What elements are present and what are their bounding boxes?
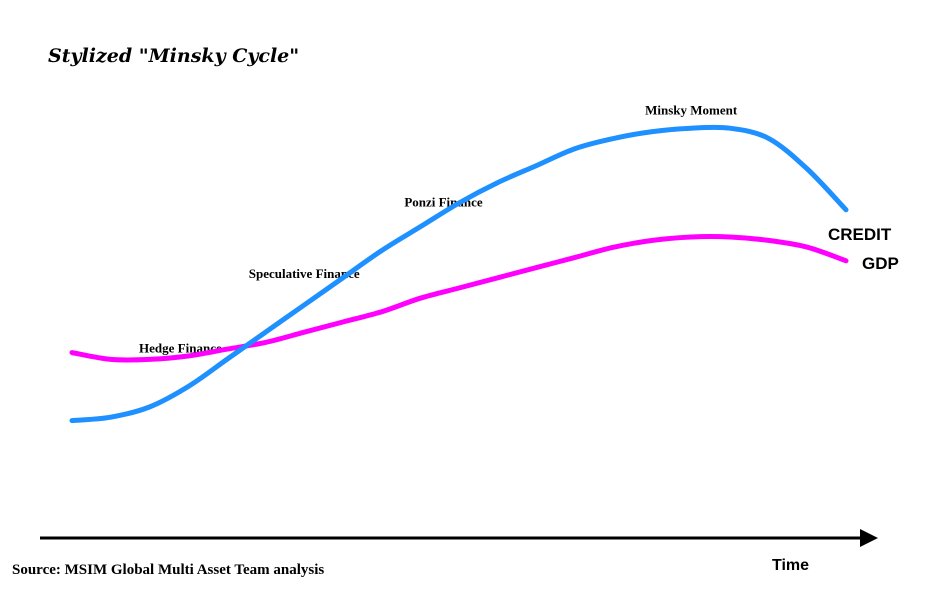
source-note: Source: MSIM Global Multi Asset Team ana… — [12, 562, 324, 578]
credit-series-label: CREDIT — [828, 225, 892, 244]
time-axis: Time — [40, 529, 878, 574]
series-labels: CREDIT GDP — [828, 225, 899, 273]
time-axis-arrowhead — [860, 529, 878, 547]
phase-annotation-speculative-finance: Speculative Finance — [249, 266, 360, 281]
series-lines — [69, 124, 849, 424]
credit-series-line — [69, 124, 849, 424]
gdp-series-line — [69, 234, 849, 363]
chart-title: Stylized "Minsky Cycle" — [48, 45, 299, 67]
x-axis-label: Time — [772, 557, 809, 574]
gdp-series-label: GDP — [862, 254, 899, 273]
phase-annotation-minsky-moment: Minsky Moment — [645, 103, 738, 118]
